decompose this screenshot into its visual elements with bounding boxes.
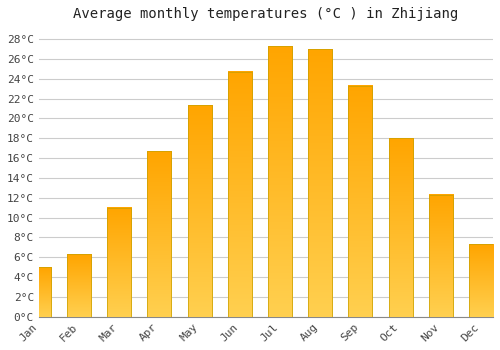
Bar — [148, 151, 172, 317]
Bar — [67, 254, 91, 317]
Bar — [348, 86, 372, 317]
Bar — [428, 195, 453, 317]
Bar — [469, 244, 493, 317]
Bar — [107, 208, 132, 317]
Bar — [348, 86, 372, 317]
Bar — [428, 195, 453, 317]
Bar — [107, 208, 132, 317]
Bar — [148, 151, 172, 317]
Bar — [228, 72, 252, 317]
Bar — [188, 105, 212, 317]
Bar — [308, 49, 332, 317]
Bar — [67, 254, 91, 317]
Bar — [308, 49, 332, 317]
Bar — [188, 105, 212, 317]
Bar — [388, 138, 412, 317]
Title: Average monthly temperatures (°C ) in Zhijiang: Average monthly temperatures (°C ) in Zh… — [74, 7, 458, 21]
Bar — [268, 46, 292, 317]
Bar — [26, 267, 51, 317]
Bar — [469, 244, 493, 317]
Bar — [26, 267, 51, 317]
Bar — [388, 138, 412, 317]
Bar — [268, 46, 292, 317]
Bar — [228, 72, 252, 317]
